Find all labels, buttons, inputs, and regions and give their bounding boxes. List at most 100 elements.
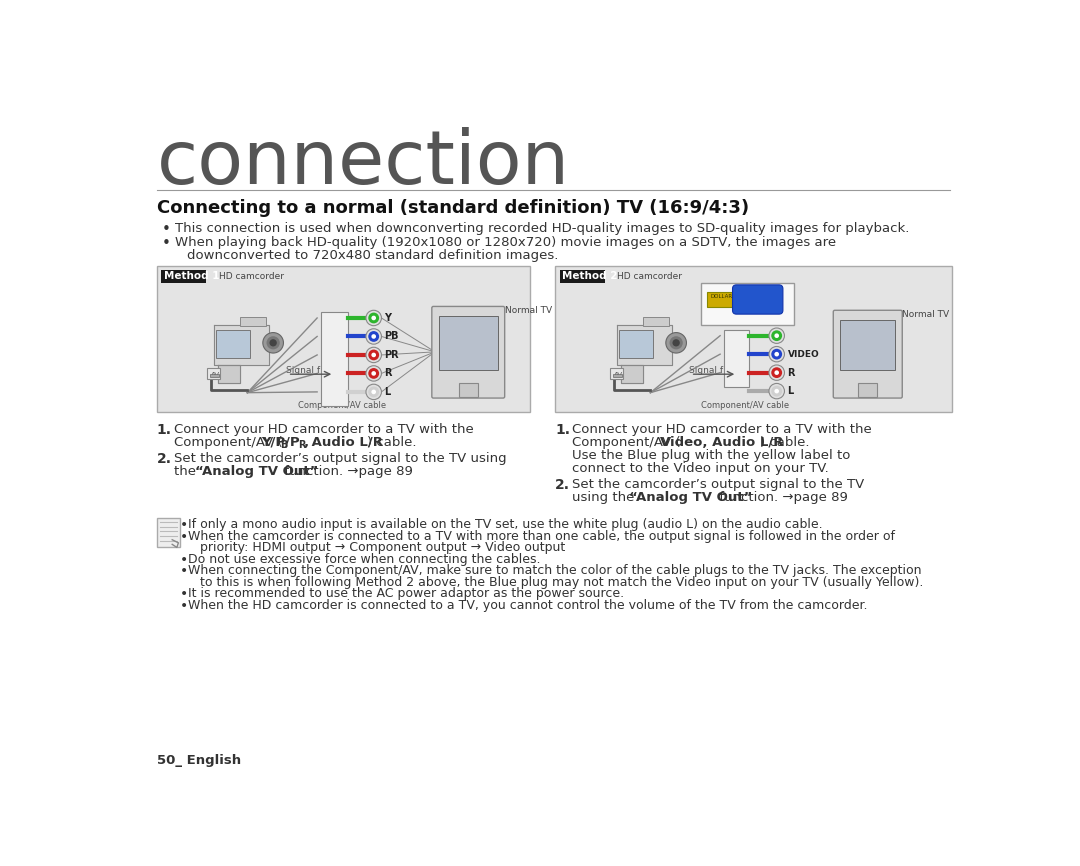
Circle shape <box>769 328 784 344</box>
Text: ) cable.: ) cable. <box>760 436 810 449</box>
Circle shape <box>771 330 782 341</box>
Circle shape <box>771 385 782 397</box>
Bar <box>157 518 180 547</box>
Text: This connection is used when downconverting recorded HD-quality images to SD-qua: This connection is used when downconvert… <box>175 222 909 235</box>
Text: When the HD camcorder is connected to a TV, you cannot control the volume of the: When the HD camcorder is connected to a … <box>188 599 867 612</box>
Text: Normal TV: Normal TV <box>902 310 949 320</box>
Text: Signal flow: Signal flow <box>689 365 739 375</box>
Text: L: L <box>787 386 794 396</box>
Circle shape <box>372 316 376 320</box>
Text: Component/AV cable: Component/AV cable <box>701 401 788 410</box>
Circle shape <box>366 385 381 399</box>
Text: function. →page 89: function. →page 89 <box>715 491 848 504</box>
Text: •: • <box>180 565 188 578</box>
Circle shape <box>366 310 381 326</box>
Polygon shape <box>618 325 673 365</box>
FancyBboxPatch shape <box>834 310 902 398</box>
Circle shape <box>666 333 687 353</box>
Text: HD camcorder: HD camcorder <box>218 272 284 281</box>
Text: •: • <box>162 222 171 236</box>
Bar <box>240 317 266 326</box>
Circle shape <box>366 329 381 344</box>
Text: VIDEO: VIDEO <box>787 350 820 359</box>
Text: Method 1: Method 1 <box>164 271 219 281</box>
Circle shape <box>769 365 784 380</box>
Bar <box>612 373 622 378</box>
Text: Method 2: Method 2 <box>562 271 618 281</box>
Bar <box>555 266 951 412</box>
Text: to this is when following Method 2 above, the Blue plug may not match the Video : to this is when following Method 2 above… <box>188 576 923 589</box>
Circle shape <box>670 336 683 349</box>
Text: Do not use excessive force when connecting the cables.: Do not use excessive force when connecti… <box>188 553 540 565</box>
FancyBboxPatch shape <box>732 285 783 314</box>
Circle shape <box>368 313 379 323</box>
Circle shape <box>270 339 276 346</box>
Text: Set the camcorder’s output signal to the TV: Set the camcorder’s output signal to the… <box>572 478 864 491</box>
Polygon shape <box>621 365 643 383</box>
Circle shape <box>366 365 381 381</box>
Circle shape <box>366 347 381 363</box>
Text: HD camcorder: HD camcorder <box>617 272 683 281</box>
Bar <box>620 330 652 359</box>
Circle shape <box>673 339 679 346</box>
Text: •: • <box>180 530 188 544</box>
Circle shape <box>368 350 379 360</box>
Text: It is recommended to use the AC power adaptor as the power source.: It is recommended to use the AC power ad… <box>188 587 624 600</box>
Polygon shape <box>214 325 270 365</box>
Text: /P: /P <box>285 436 300 449</box>
Bar <box>161 270 206 282</box>
Text: 2.: 2. <box>555 478 570 492</box>
Circle shape <box>771 367 782 378</box>
Circle shape <box>774 389 779 393</box>
Text: Audio L/R: Audio L/R <box>307 436 383 449</box>
Text: AV: AV <box>613 372 622 378</box>
Text: R: R <box>787 368 795 378</box>
Bar <box>859 383 877 397</box>
Text: using the: using the <box>572 491 638 504</box>
Text: function. →page 89: function. →page 89 <box>280 465 413 478</box>
Circle shape <box>262 333 283 353</box>
Text: R: R <box>298 440 306 449</box>
Text: When the camcorder is connected to a TV with more than one cable, the output sig: When the camcorder is connected to a TV … <box>188 530 894 543</box>
Text: 1.: 1. <box>555 423 570 436</box>
Circle shape <box>774 352 779 357</box>
Text: ,: , <box>303 436 308 449</box>
Circle shape <box>368 386 379 397</box>
Circle shape <box>769 384 784 399</box>
Text: •: • <box>180 599 188 613</box>
Text: Component/AV (: Component/AV ( <box>572 436 680 449</box>
FancyBboxPatch shape <box>432 307 504 398</box>
Circle shape <box>372 372 376 376</box>
Circle shape <box>372 352 376 358</box>
Circle shape <box>368 331 379 342</box>
Text: AV: AV <box>211 372 219 378</box>
Circle shape <box>769 346 784 362</box>
Text: •: • <box>180 587 188 602</box>
Text: Connect your HD camcorder to a TV with the: Connect your HD camcorder to a TV with t… <box>174 423 473 436</box>
Text: Connecting to a normal (standard definition) TV (16:9/4:3): Connecting to a normal (standard definit… <box>157 198 748 216</box>
Text: •: • <box>162 236 171 251</box>
Circle shape <box>267 336 280 349</box>
Bar <box>459 383 477 397</box>
Bar <box>701 282 794 325</box>
Text: connection: connection <box>157 127 570 200</box>
Text: ) cable.: ) cable. <box>367 436 416 449</box>
Bar <box>321 312 348 406</box>
Text: Use the Blue plug with the yellow label to: Use the Blue plug with the yellow label … <box>572 449 850 462</box>
Text: Signal flow: Signal flow <box>286 365 336 375</box>
Bar <box>724 330 748 386</box>
Bar <box>707 292 737 307</box>
Bar <box>157 266 530 412</box>
Text: When connecting the Component/AV, make sure to match the color of the cable plug: When connecting the Component/AV, make s… <box>188 565 921 578</box>
Text: Y/P: Y/P <box>261 436 285 449</box>
Circle shape <box>372 390 376 394</box>
Text: Component/AV cable: Component/AV cable <box>298 401 386 410</box>
Text: •: • <box>180 518 188 533</box>
Text: Component/AV (: Component/AV ( <box>174 436 282 449</box>
Circle shape <box>372 334 376 339</box>
Text: Y: Y <box>384 313 392 323</box>
Text: When playing back HD-quality (1920x1080 or 1280x720) movie images on a SDTV, the: When playing back HD-quality (1920x1080 … <box>175 236 836 249</box>
Text: PR: PR <box>384 350 400 360</box>
Bar <box>559 270 605 282</box>
Text: Normal TV: Normal TV <box>504 307 552 315</box>
